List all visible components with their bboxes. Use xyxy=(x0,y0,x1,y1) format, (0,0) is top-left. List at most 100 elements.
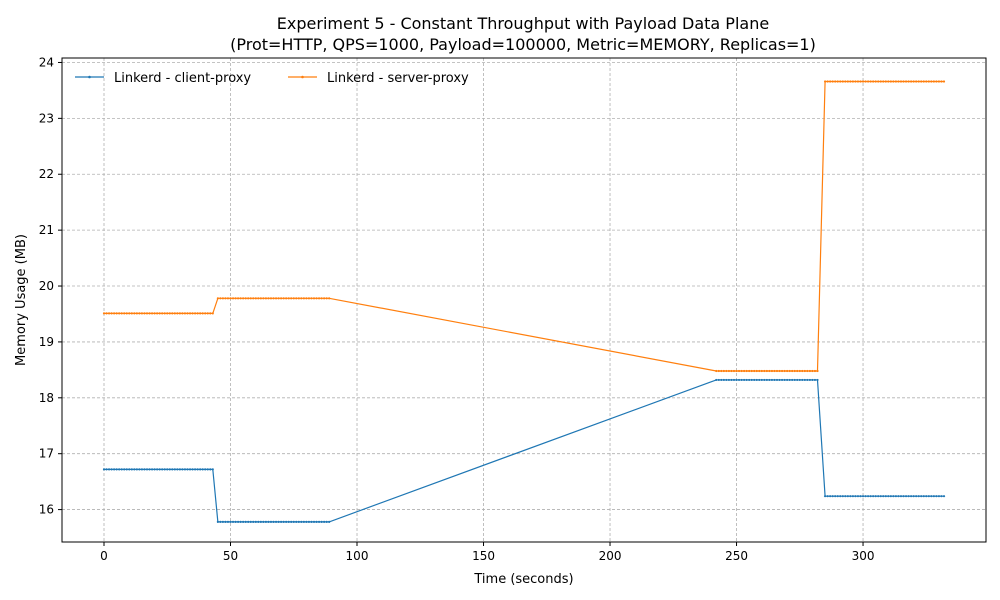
series-2-point xyxy=(720,369,723,373)
series-2-point xyxy=(831,80,834,83)
series-1-point xyxy=(115,468,118,471)
series-2-point xyxy=(937,80,941,83)
series-1-point xyxy=(249,520,252,523)
series-2-point xyxy=(285,297,288,300)
series-2-point xyxy=(884,80,887,83)
x-tick-label: 150 xyxy=(472,549,495,563)
series-1-point xyxy=(791,378,794,382)
series-1-point xyxy=(125,468,128,471)
series-1-point xyxy=(722,378,725,382)
series-1-point xyxy=(181,468,184,471)
series-1-point xyxy=(295,520,298,523)
series-2-point xyxy=(272,297,275,300)
series-2-point xyxy=(267,297,270,300)
y-tick-label: 24 xyxy=(39,55,54,69)
series-1-point xyxy=(765,378,768,382)
series-2-point xyxy=(887,80,890,83)
series-1-point xyxy=(727,378,731,382)
series-2-point xyxy=(183,312,187,315)
x-tick-label: 200 xyxy=(599,549,622,563)
series-1-point xyxy=(783,378,786,382)
series-2-point xyxy=(315,297,318,300)
series-2-point xyxy=(128,312,131,315)
series-2-point xyxy=(813,369,817,373)
series-2-point xyxy=(115,312,118,315)
series-1-point xyxy=(143,468,146,471)
series-1-point xyxy=(763,378,766,382)
series-1-point xyxy=(102,468,106,471)
series-2-point xyxy=(737,369,741,373)
series-2-point xyxy=(262,297,265,300)
series-1-point xyxy=(178,468,181,471)
y-tick-label: 20 xyxy=(39,279,54,293)
series-2-point xyxy=(796,369,799,373)
series-2-point xyxy=(120,312,123,315)
series-1-point xyxy=(244,520,247,523)
series-2-point xyxy=(196,312,199,315)
series-2-point xyxy=(191,312,194,315)
x-tick-label: 0 xyxy=(100,549,108,563)
series-1-point xyxy=(219,520,222,523)
series-1-point xyxy=(328,520,331,523)
series-2-point xyxy=(770,369,774,373)
series-2-point xyxy=(773,369,776,373)
series-1-point xyxy=(811,378,814,382)
series-2-point xyxy=(867,80,870,83)
series-1-point xyxy=(242,520,245,523)
series-2-point xyxy=(140,312,144,315)
series-2-point xyxy=(123,312,126,315)
series-2-point xyxy=(173,312,176,315)
chart-subtitle: (Prot=HTTP, QPS=1000, Payload=100000, Me… xyxy=(230,35,816,54)
series-2-point xyxy=(320,297,323,300)
series-2-point xyxy=(877,80,880,83)
series-2-point xyxy=(932,80,935,83)
series-2-point xyxy=(239,297,242,300)
series-2-point xyxy=(816,369,819,373)
series-2-point xyxy=(844,80,847,83)
series-1-point xyxy=(239,520,242,523)
axis-ticks: 0 50 100 150 200 250 300 16 17 18 19 20 21 22 23 24 xyxy=(39,55,875,563)
series-2-point xyxy=(249,297,252,300)
series-2-point xyxy=(206,312,209,315)
series-1-point xyxy=(254,520,257,523)
series-1-point xyxy=(826,495,829,498)
series-2-point xyxy=(732,369,736,373)
series-2-point xyxy=(325,297,328,300)
series-1-point xyxy=(917,495,920,498)
series-1-point xyxy=(786,378,789,382)
series-2-point xyxy=(305,297,308,300)
series-1-point xyxy=(287,520,290,523)
series-2-point xyxy=(186,312,189,315)
legend: Linkerd - client-proxy Linkerd - server-p… xyxy=(75,71,469,86)
series-2-point xyxy=(717,369,720,373)
series-2-point xyxy=(768,369,771,373)
series-1-point xyxy=(272,520,275,523)
series-2-point xyxy=(219,297,222,300)
series-2-point xyxy=(292,297,295,300)
series-1-point xyxy=(191,468,194,471)
series-1-point xyxy=(912,495,915,498)
series-1-point xyxy=(173,468,176,471)
series-1-point xyxy=(216,520,219,523)
series-2-point xyxy=(780,369,784,373)
series-2-point xyxy=(915,80,918,83)
series-2-point xyxy=(199,312,202,315)
series-2-point xyxy=(869,80,872,83)
series-1-point xyxy=(231,520,235,523)
series-2-point xyxy=(201,312,204,315)
series-2-point xyxy=(209,312,212,315)
series-2-point xyxy=(882,80,885,83)
series-2-point xyxy=(274,297,278,300)
series-2-point xyxy=(753,369,756,373)
series-2-point xyxy=(290,297,293,300)
series-2-point xyxy=(783,369,786,373)
series-2-point xyxy=(133,312,136,315)
series-1-point xyxy=(942,495,946,498)
series-1-point xyxy=(760,378,763,382)
series-1-point xyxy=(864,495,867,498)
series-2-point xyxy=(178,312,181,315)
series-1-point xyxy=(740,378,743,382)
y-tick-label: 17 xyxy=(39,447,54,461)
series-1-point xyxy=(315,520,318,523)
series-2-point xyxy=(892,80,895,83)
